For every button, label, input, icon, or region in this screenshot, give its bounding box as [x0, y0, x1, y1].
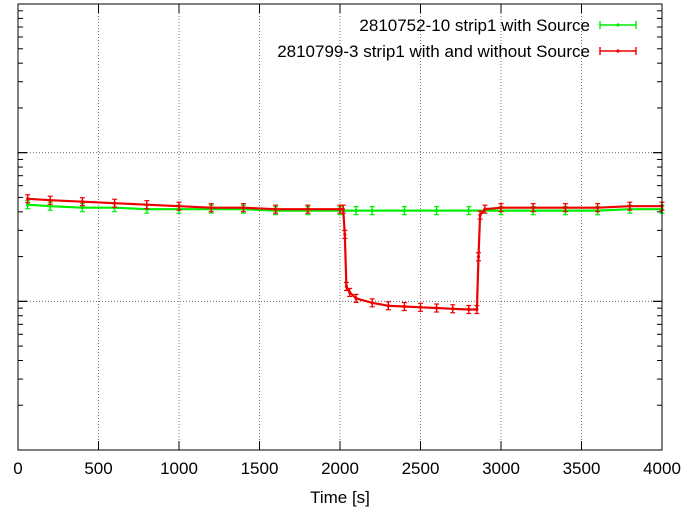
- data-point: [80, 200, 84, 204]
- data-point: [386, 304, 390, 308]
- data-point: [531, 206, 535, 210]
- data-point: [344, 284, 349, 289]
- x-tick-label: 2500: [402, 459, 440, 478]
- data-point: [370, 301, 374, 305]
- x-axis-label: Time [s]: [310, 488, 370, 507]
- data-point: [478, 213, 482, 217]
- series-line: [27, 197, 662, 311]
- x-tick-label: 3000: [482, 459, 520, 478]
- data-point: [483, 207, 487, 211]
- x-tick-label: 3500: [563, 459, 601, 478]
- series-2: [25, 194, 665, 315]
- data-point: [402, 304, 406, 309]
- data-point: [274, 207, 278, 211]
- data-point: [418, 305, 423, 309]
- plot-series: [25, 194, 665, 315]
- data-point: [80, 206, 84, 210]
- data-point: [145, 203, 149, 207]
- data-point: [338, 207, 342, 211]
- data-point: [341, 207, 345, 211]
- legend-swatch-point: [616, 23, 620, 27]
- axis-ticks: [17, 3, 663, 451]
- data-point: [370, 209, 374, 213]
- x-tick-label: 1500: [241, 459, 279, 478]
- data-point: [628, 204, 632, 208]
- data-point: [177, 204, 181, 208]
- data-point: [113, 201, 117, 205]
- x-tick-label: 1000: [160, 459, 198, 478]
- data-point: [467, 209, 471, 213]
- data-point: [467, 307, 471, 312]
- data-point: [209, 206, 213, 210]
- data-point: [499, 206, 503, 210]
- data-point: [343, 232, 347, 237]
- data-point: [402, 209, 406, 213]
- data-point: [48, 198, 52, 202]
- x-tick-label: 500: [84, 459, 112, 478]
- data-point: [26, 203, 30, 207]
- series-line: [27, 203, 662, 212]
- data-point: [241, 206, 245, 210]
- legend-label: 2810752-10 strip1 with Source: [359, 16, 590, 35]
- x-tick-label: 4000: [643, 459, 681, 478]
- legend-swatch-point: [616, 49, 620, 53]
- legend-label: 2810799-3 strip1 with and without Source: [277, 42, 590, 61]
- data-point: [435, 306, 439, 310]
- data-point: [563, 206, 568, 210]
- x-tick-label: 0: [13, 459, 22, 478]
- data-point: [354, 296, 358, 300]
- data-point: [348, 290, 352, 295]
- data-point: [48, 204, 52, 208]
- data-point: [306, 207, 310, 211]
- data-point: [26, 197, 30, 201]
- grid: [18, 4, 662, 450]
- x-tick-labels: 0 500 1000 1500 2000 2500 3000 3500 4000: [13, 459, 681, 478]
- data-point: [475, 307, 479, 312]
- legend: 2810752-10 strip1 with Source 2810799-3 s…: [277, 16, 637, 61]
- data-point: [354, 209, 358, 213]
- x-tick-label: 2000: [321, 459, 359, 478]
- data-point: [435, 209, 439, 213]
- data-point: [596, 206, 600, 210]
- data-point: [476, 255, 481, 259]
- data-point: [451, 307, 455, 311]
